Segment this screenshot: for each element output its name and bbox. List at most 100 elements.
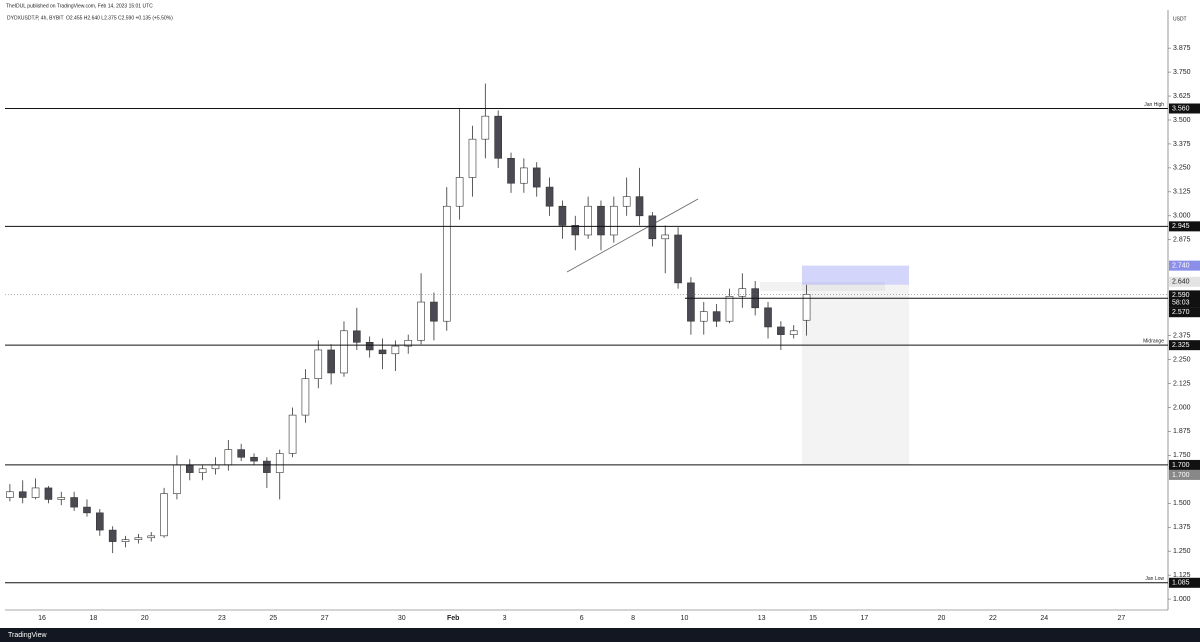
level-label: 2.945: [1172, 223, 1190, 230]
level-label: 2.325: [1172, 342, 1190, 349]
y-tick-label: 1.375: [1173, 524, 1191, 531]
candle-body: [455, 177, 464, 207]
target-label-bg: [1169, 469, 1200, 480]
candle-body: [738, 288, 747, 297]
candle-body: [185, 464, 194, 473]
plot: 3.875 3.750 3.625 3.500 3.375 3.250 3.125 3.000…: [5, 45, 1200, 622]
candle-body: [147, 535, 156, 539]
entry-label: 2.640: [1172, 279, 1190, 286]
candle-body: [494, 115, 502, 159]
candle-body: [327, 349, 335, 374]
y-tick-label: 2.875: [1173, 237, 1191, 244]
level-label: 1.085: [1172, 580, 1190, 587]
candle-body: [584, 205, 592, 236]
candle-body: [661, 234, 670, 240]
level-label: 1.700: [1172, 462, 1190, 469]
candle-body: [134, 537, 143, 540]
candle-body: [31, 487, 40, 498]
x-tick-label: 13: [758, 615, 766, 622]
x-tick-label: 22: [989, 615, 997, 622]
candle-body: [442, 205, 451, 322]
countdown: 58:03: [1172, 300, 1190, 307]
candle-body: [417, 301, 425, 341]
candle-body: [674, 234, 682, 284]
y-tick-label: 3.625: [1173, 93, 1191, 100]
candle-body: [391, 345, 400, 355]
y-tick-label: 3.500: [1173, 117, 1191, 124]
countdown-bg: [1169, 298, 1200, 308]
candle-body: [687, 282, 695, 322]
x-tick-label: 27: [1118, 615, 1126, 622]
candle-body: [597, 205, 605, 236]
x-tick-label: 8: [631, 615, 635, 622]
level-label-bg: [1169, 459, 1200, 470]
candle-body: [250, 456, 258, 462]
range-box: [760, 282, 885, 291]
publisher: TheIDUL published on TradingView.com, Fe…: [6, 3, 153, 9]
y-tick-label: 1.750: [1173, 452, 1191, 459]
candle-body: [507, 158, 515, 184]
y-tick-label: 3.750: [1173, 69, 1191, 76]
x-tick-label: 18: [90, 615, 98, 622]
target-label: 1.700: [1172, 472, 1190, 479]
candle-body: [340, 330, 348, 374]
position-risk: [802, 265, 909, 285]
y-tick-label: 3.250: [1173, 165, 1191, 172]
candle-body: [430, 301, 438, 322]
x-tick-label: 25: [269, 615, 277, 622]
last-price-label: 2.590: [1172, 292, 1190, 299]
x-tick-label: 6: [580, 615, 584, 622]
candle-body: [160, 493, 168, 537]
candle-body: [18, 491, 27, 498]
candle-body: [314, 349, 323, 380]
y-tick-label: 3.000: [1173, 213, 1191, 220]
candle-body: [121, 539, 130, 542]
candle-body: [468, 138, 477, 178]
x-tick-label: 15: [809, 615, 817, 622]
x-tick-label: 23: [218, 615, 226, 622]
candle-body: [224, 449, 233, 466]
brand: TradingView: [8, 632, 47, 639]
level-label-bg: [1169, 577, 1200, 588]
x-tick-label: 30: [398, 615, 406, 622]
candle-body: [622, 196, 631, 207]
level-label-bg: [1169, 103, 1200, 114]
candle-body: [404, 340, 413, 347]
candle-body: [108, 529, 117, 542]
last-price-label-bg: [1169, 290, 1200, 301]
candle-body: [96, 512, 104, 531]
level-label-bg: [1169, 221, 1200, 232]
candle-body: [288, 414, 297, 454]
candle-body: [57, 497, 66, 500]
y-tick-label: 2.375: [1173, 332, 1191, 339]
candle-body: [558, 205, 567, 226]
y-tick-label: 3.375: [1173, 141, 1191, 148]
candle-body: [353, 330, 361, 343]
candle-body: [301, 378, 310, 416]
y-tick-label: 1.000: [1173, 596, 1191, 603]
stop-label: 2.740: [1172, 262, 1190, 269]
x-tick-label: 27: [321, 615, 329, 622]
candle-body: [532, 167, 541, 188]
trend-line: [566, 198, 699, 273]
x-tick-label: 24: [1040, 615, 1048, 622]
y-tick-label: 3.125: [1173, 189, 1191, 196]
symbol: DYDXUSDT.P, 4h, BYBIT: [7, 15, 64, 21]
ohlc-text: O2.455 H2.640 L2.375 C2.590 +0.135 (+5.5…: [66, 15, 173, 21]
x-tick-label: 16: [38, 615, 46, 622]
y-tick-label: 2.250: [1173, 356, 1191, 363]
x-tick-label: 20: [141, 615, 149, 622]
candle-body: [520, 167, 528, 184]
candle-body: [725, 295, 734, 322]
candle-body: [211, 464, 220, 470]
level-label-bg: [1169, 340, 1200, 351]
candle-body: [610, 205, 618, 236]
x-tick-label: Feb: [447, 615, 459, 622]
level-name: Jan High: [1144, 102, 1164, 108]
level-name: Jan Low: [1145, 576, 1164, 582]
x-tick-label: 3: [503, 615, 507, 622]
candle-body: [648, 215, 657, 240]
x-tick-label: 17: [861, 615, 869, 622]
